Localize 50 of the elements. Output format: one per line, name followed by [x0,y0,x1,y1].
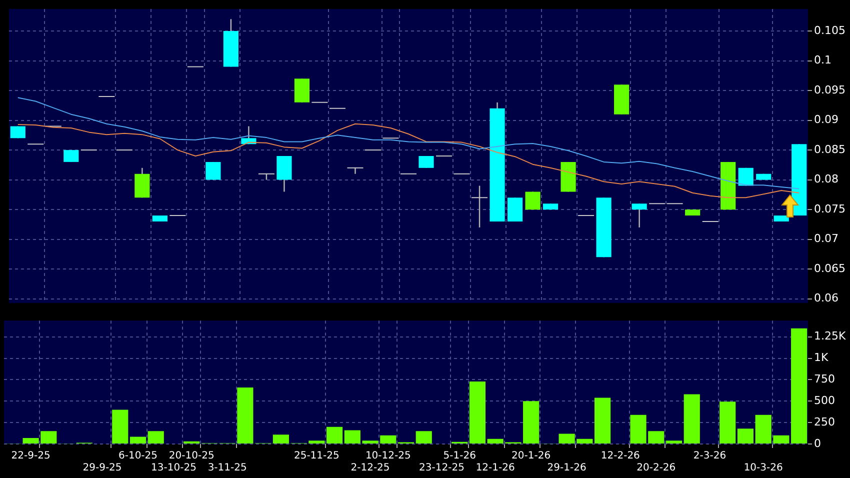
bar [416,431,432,444]
y-tick-label: 750 [814,372,835,386]
bar [272,434,289,444]
y-tick-label: 0 [814,436,821,450]
x-tick-label: 23-12-25 [419,462,464,474]
bar [594,398,611,444]
x-tick-label: 22-9-25 [11,450,50,462]
candlestick [346,167,364,174]
y-tick-label: 0.095 [814,83,846,96]
x-tick-label: 20-2-26 [636,462,676,474]
bar [737,428,754,444]
x-tick-label: 3-11-25 [208,462,247,474]
bar [791,328,808,444]
y-tick-label: 0.07 [814,232,838,246]
x-tick-label: 10-12-25 [365,450,411,462]
x-tick-label: 25-11-25 [294,450,340,462]
x-tick-label: 10-3-26 [744,462,783,474]
y-tick-label: 0.075 [814,202,846,216]
y-tick-label: 250 [814,415,835,428]
bar [684,394,700,444]
x-tick-label: 29-1-26 [547,462,586,474]
y-tick-label: 1.25K [814,330,846,343]
bar [666,440,682,444]
bar [523,401,540,444]
bar [112,410,128,444]
x-tick-label: 2-12-25 [350,462,390,474]
bar [148,431,164,444]
x-tick-label: 13-10-25 [151,462,196,474]
x-tick-label: 5-1-26 [443,450,476,462]
y-tick-label: 0.105 [814,24,846,37]
candlestick [632,204,647,228]
y-tick-label: 500 [814,394,835,408]
bar [469,381,486,444]
bar [326,426,343,444]
x-tick-label: 29-9-25 [82,462,122,474]
y-tick-label: 0.08 [814,172,838,186]
x-tick-label: 20-1-26 [512,450,551,462]
y-tick-label: 0.065 [814,262,846,275]
y-tick-label: 0.06 [814,292,838,305]
y-tick-label: 0.09 [814,113,838,126]
y-tick-label: 0.1 [814,54,832,67]
x-tick-label: 12-1-26 [476,462,515,474]
x-tick-label: 20-10-25 [168,450,214,462]
bar [720,402,736,444]
x-tick-label: 6-10-25 [118,450,158,462]
y-tick-label: 1K [814,351,829,364]
bar [130,436,146,444]
x-tick-label: 12-2-26 [600,450,640,462]
y-tick-label: 0.085 [814,142,846,156]
x-tick-label: 2-3-26 [693,450,726,462]
